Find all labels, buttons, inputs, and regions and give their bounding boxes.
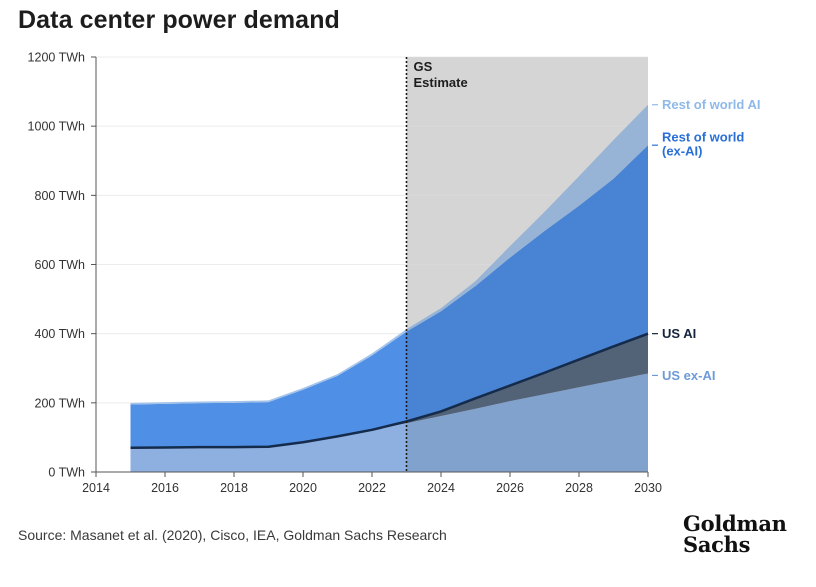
area-chart: GS Estimate 0 TWh 200 TWh 400 TWh 600 TWh 80… [28, 51, 761, 496]
source-note: Source: Masanet et al. (2020), Cisco, IE… [18, 527, 447, 543]
x-tick-label: 2018 [220, 481, 248, 495]
label-us-ai: US AI [662, 326, 696, 341]
y-axis-ticks: 0 TWh 200 TWh 400 TWh 600 TWh 800 TWh 1000 TW… [28, 51, 96, 480]
y-tick-label: 800 TWh [35, 189, 86, 203]
x-tick-label: 2020 [289, 481, 317, 495]
estimate-label-line1: GS [414, 59, 433, 74]
logo-line2: Sachs [683, 532, 751, 557]
y-tick-label: 1000 TWh [28, 120, 85, 134]
label-rest-of-world-ex-ai-line2: (ex-AI) [662, 144, 702, 159]
chart-title: Data center power demand [18, 6, 340, 34]
line-us-ai [130, 332, 649, 450]
y-tick-label: 200 TWh [35, 396, 86, 410]
goldman-sachs-logo: Goldman Sachs [683, 513, 787, 555]
x-tick-label: 2026 [496, 481, 524, 495]
x-tick-label: 2014 [82, 481, 110, 495]
y-tick-label: 0 TWh [48, 466, 85, 480]
y-tick-label: 400 TWh [35, 327, 86, 341]
estimate-label-line2: Estimate [414, 75, 468, 90]
area-rest-ex-ai [130, 145, 648, 448]
series-labels: Rest of world AI Rest of world (ex-AI) U… [652, 97, 760, 383]
x-tick-label: 2016 [151, 481, 179, 495]
x-tick-label: 2028 [565, 481, 593, 495]
y-tick-label: 600 TWh [35, 258, 86, 272]
label-rest-of-world-ex-ai-line1: Rest of world [662, 130, 744, 145]
y-tick-label: 1200 TWh [28, 51, 85, 65]
area-us-ai [130, 333, 648, 448]
x-tick-label: 2030 [634, 481, 662, 495]
logo-line1: Goldman [683, 511, 787, 536]
x-tick-label: 2022 [358, 481, 386, 495]
label-rest-of-world-ai: Rest of world AI [662, 97, 760, 112]
x-axis-ticks: 2014 2016 2018 2020 2022 2024 2026 2028 2030 [82, 472, 662, 495]
label-us-ex-ai: US ex-AI [662, 368, 715, 383]
x-tick-label: 2024 [427, 481, 455, 495]
